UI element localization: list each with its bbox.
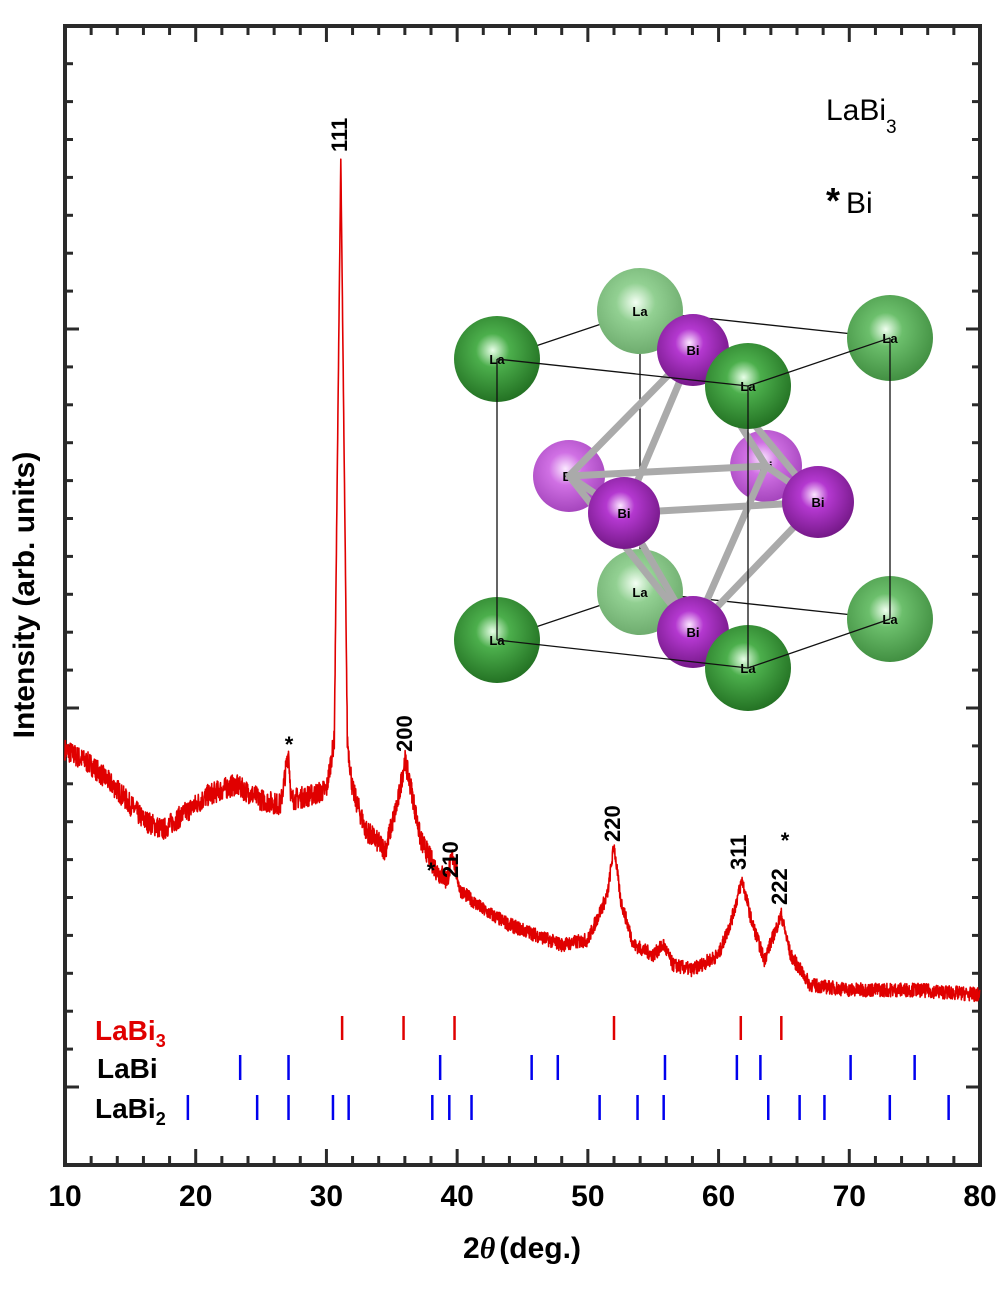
x-tick-label: 80 bbox=[963, 1180, 996, 1213]
x-tick-label: 40 bbox=[440, 1180, 473, 1213]
unit-cell-edges-front bbox=[496, 337, 891, 669]
reference-label-labi3: LaBi3 bbox=[95, 1015, 166, 1051]
reference-label-labi: LaBi bbox=[97, 1053, 158, 1084]
x-axis-title: 2θ (deg.) bbox=[463, 1232, 581, 1265]
atom-label: Bi bbox=[812, 495, 825, 510]
atoms-front: LaLaBiBiBiBiLaLaLaLa bbox=[454, 295, 933, 711]
plot-frame bbox=[63, 24, 982, 1167]
legend-impurity: * Bi bbox=[826, 180, 873, 221]
legend-compound: LaBi3 bbox=[826, 94, 897, 138]
peak-label-222: 222 bbox=[767, 868, 792, 905]
atom-label: Bi bbox=[687, 343, 700, 358]
peak-annotations: 111 200 210 220 311 222 * * * bbox=[285, 118, 792, 905]
x-tick-labels: 10 20 30 40 50 60 70 80 bbox=[48, 1180, 996, 1213]
atom-label: La bbox=[882, 612, 898, 627]
bond bbox=[565, 462, 770, 480]
x-tick-label: 50 bbox=[571, 1180, 604, 1213]
x-tick-label: 30 bbox=[310, 1180, 343, 1213]
reference-labels: LaBi3 LaBi LaBi2 bbox=[95, 1015, 166, 1129]
atom-label: Bi bbox=[687, 625, 700, 640]
cell-edge bbox=[496, 639, 749, 669]
peak-label-111: 111 bbox=[327, 118, 352, 152]
la-sphere bbox=[597, 268, 683, 354]
atoms-back: La La Bi Bi bbox=[533, 268, 802, 635]
x-tick-label: 10 bbox=[48, 1180, 81, 1213]
peak-label-220: 220 bbox=[600, 805, 625, 842]
cell-edge bbox=[747, 337, 891, 387]
x-tick-label: 70 bbox=[833, 1180, 866, 1213]
atom-label: Bi bbox=[618, 506, 631, 521]
y-axis-title: Intensity (arb. units) bbox=[8, 452, 41, 739]
asterisk-icon: * bbox=[427, 858, 436, 883]
atom-label: La bbox=[632, 585, 648, 600]
x-tick-label: 20 bbox=[179, 1180, 212, 1213]
reference-label-labi2: LaBi2 bbox=[95, 1093, 166, 1129]
bi-atom: Bi bbox=[782, 466, 854, 538]
bi-sphere bbox=[782, 466, 854, 538]
peak-label-200: 200 bbox=[392, 715, 417, 752]
reference-pattern-ticks bbox=[186, 1016, 950, 1120]
la-atom: La bbox=[597, 268, 683, 354]
xrd-pattern-line bbox=[64, 158, 981, 1003]
asterisk-icon: * bbox=[781, 828, 790, 853]
bi-sphere bbox=[588, 477, 660, 549]
la-sphere bbox=[597, 549, 683, 635]
x-tick-label: 60 bbox=[702, 1180, 735, 1213]
asterisk-icon: * bbox=[285, 732, 294, 757]
peak-label-311: 311 bbox=[726, 835, 751, 871]
axis-ticks bbox=[63, 26, 982, 1165]
asterisk-icon: * bbox=[826, 180, 840, 221]
peak-label-210: 210 bbox=[438, 841, 463, 878]
la-atom: La bbox=[597, 549, 683, 635]
bi-atom: Bi bbox=[588, 477, 660, 549]
cell-edge bbox=[747, 618, 891, 669]
cell-edge bbox=[496, 358, 749, 387]
legend: LaBi3 * Bi bbox=[826, 94, 897, 221]
atom-label: La bbox=[632, 304, 648, 319]
